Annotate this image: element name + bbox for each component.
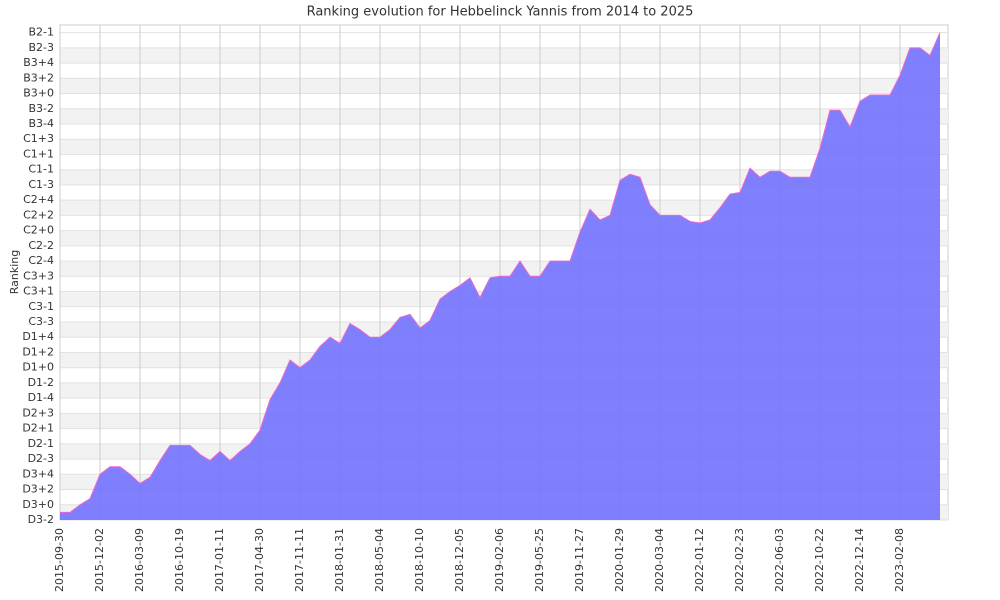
x-tick-label: 2018-10-10 — [413, 528, 426, 592]
y-tick-label: B2-3 — [28, 41, 54, 54]
y-tick-label: B3+2 — [23, 71, 54, 84]
y-tick-label: B2-1 — [28, 26, 54, 39]
y-axis-label: Ranking — [8, 250, 21, 295]
x-tick-label: 2020-01-29 — [613, 528, 626, 592]
x-tick-label: 2022-02-23 — [733, 528, 746, 592]
y-tick-label: C3-1 — [28, 300, 54, 313]
y-tick-label: D2-3 — [28, 452, 54, 465]
y-tick-label: C2-2 — [28, 239, 54, 252]
y-tick-label: B3-4 — [28, 117, 54, 130]
x-tick-label: 2016-03-09 — [133, 528, 146, 592]
y-tick-label: C2+4 — [23, 193, 54, 206]
y-tick-label: D1-2 — [28, 376, 54, 389]
chart-title: Ranking evolution for Hebbelinck Yannis … — [307, 5, 694, 20]
x-tick-label: 2019-11-27 — [573, 528, 586, 592]
y-tick-label: D2+3 — [22, 406, 54, 419]
x-tick-label: 2022-06-03 — [773, 528, 786, 592]
grid-band — [60, 139, 948, 155]
y-tick-label: C1-1 — [28, 163, 54, 176]
y-tick-label: B3+0 — [23, 87, 54, 100]
y-tick-label: D3+0 — [22, 498, 54, 511]
grid-band — [60, 78, 948, 94]
y-tick-label: C3-3 — [28, 315, 54, 328]
y-tick-label: C2+0 — [23, 224, 54, 237]
y-tick-label: B3-2 — [28, 102, 54, 115]
y-tick-label: D3+4 — [22, 467, 54, 480]
x-tick-label: 2017-11-11 — [293, 528, 306, 592]
y-tick-label: C1+1 — [23, 147, 54, 160]
x-tick-label: 2018-12-05 — [453, 528, 466, 592]
y-tick-label: D1+2 — [22, 345, 54, 358]
y-tick-label: D3-2 — [28, 513, 54, 526]
x-tick-label: 2015-09-30 — [53, 528, 66, 592]
x-tick-label: 2020-03-04 — [653, 528, 666, 592]
grid-band — [60, 47, 948, 64]
y-tick-label: D3+2 — [22, 483, 54, 496]
x-tick-label: 2017-04-30 — [253, 528, 266, 592]
y-tick-label: C1-3 — [28, 178, 54, 191]
line — [60, 32, 941, 513]
y-tick-label: C3+1 — [23, 285, 54, 298]
x-tick-label: 2018-01-31 — [333, 528, 346, 592]
x-tick-label: 2022-01-12 — [693, 528, 706, 592]
x-tick-label: 2022-10-22 — [813, 528, 826, 592]
x-tick-label: 2022-12-14 — [853, 528, 866, 592]
y-tick-label: C2-4 — [28, 254, 54, 267]
y-tick-label: C2+2 — [23, 208, 54, 221]
x-tick-label: 2015-12-02 — [93, 528, 106, 592]
y-tick-label: C1+3 — [23, 132, 54, 145]
y-tick-label: D1+0 — [22, 361, 54, 374]
y-tick-label: D2-1 — [28, 437, 54, 450]
y-tick-label: B3+4 — [23, 56, 54, 69]
x-tick-label: 2023-02-08 — [893, 528, 906, 592]
x-tick-label: 2017-01-11 — [213, 528, 226, 592]
y-tick-label: D2+1 — [22, 422, 54, 435]
grid-band — [60, 169, 948, 185]
x-tick-label: 2016-10-19 — [173, 528, 186, 592]
y-tick-label: D1+4 — [22, 330, 54, 343]
x-tick-label: 2019-02-06 — [493, 528, 506, 592]
grid-band — [60, 108, 948, 124]
y-tick-label: D1-4 — [28, 391, 54, 404]
x-tick-label: 2018-05-04 — [373, 528, 386, 592]
y-tick-label: C3+3 — [23, 269, 54, 282]
x-tick-label: 2019-05-25 — [533, 528, 546, 592]
